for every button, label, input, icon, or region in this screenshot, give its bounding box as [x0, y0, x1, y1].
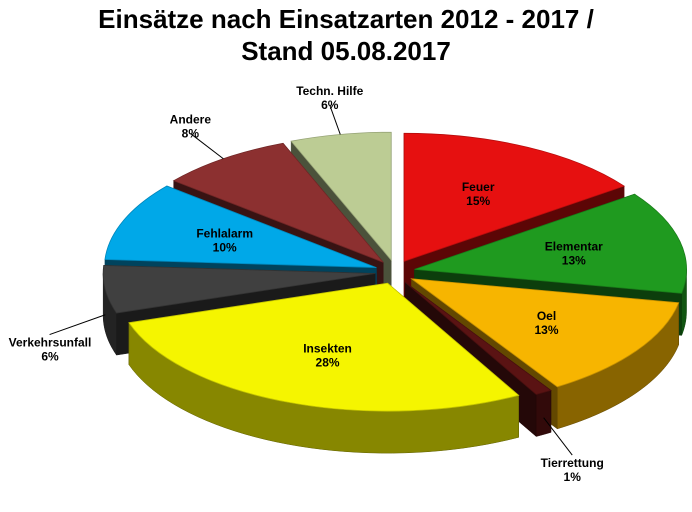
slice-label: Oel	[537, 309, 556, 323]
pie-slice-verkehrsunfall	[102, 265, 376, 314]
chart-title-line-1: Einsätze nach Einsatzarten 2012 - 2017 /	[98, 4, 594, 34]
slice-value-label: 1%	[564, 470, 582, 484]
pie-labels: Feuer15%Elementar13%Oel13%Tierrettung1%I…	[9, 84, 604, 484]
slice-value-label: 28%	[316, 356, 340, 370]
slice-label: Insekten	[303, 342, 352, 356]
slice-value-label: 15%	[466, 194, 490, 208]
pie-slice-oel	[410, 278, 680, 388]
pie-slice-outer-wall	[535, 390, 552, 437]
slice-label: Tierrettung	[541, 456, 604, 470]
chart-title-line-2: Stand 05.08.2017	[241, 36, 451, 66]
leader-line	[190, 133, 224, 160]
pie-slice-feuer	[403, 132, 626, 262]
slice-label: Techn. Hilfe	[296, 84, 363, 98]
slice-value-label: 8%	[182, 126, 200, 140]
slice-label: Elementar	[545, 240, 603, 254]
leader-line	[49, 314, 106, 336]
slice-value-label: 6%	[321, 98, 339, 112]
slice-label: Fehlalarm	[196, 226, 253, 240]
leader-line	[329, 104, 341, 135]
leader-line	[543, 417, 573, 456]
slice-value-label: 13%	[535, 323, 559, 337]
slice-value-label: 13%	[562, 254, 586, 268]
slice-label: Andere	[170, 112, 212, 126]
pie-slice-fehlalarm	[104, 185, 377, 268]
slice-value-label: 10%	[213, 240, 237, 254]
slice-label: Feuer	[462, 180, 495, 194]
slice-value-label: 6%	[41, 350, 59, 364]
pie-slice-insekten	[128, 282, 520, 412]
pie-tops	[102, 131, 687, 412]
pie-slice-elementar	[414, 193, 687, 294]
pie-slice-tierrettung	[404, 282, 552, 395]
slice-label: Verkehrsunfall	[9, 336, 92, 350]
